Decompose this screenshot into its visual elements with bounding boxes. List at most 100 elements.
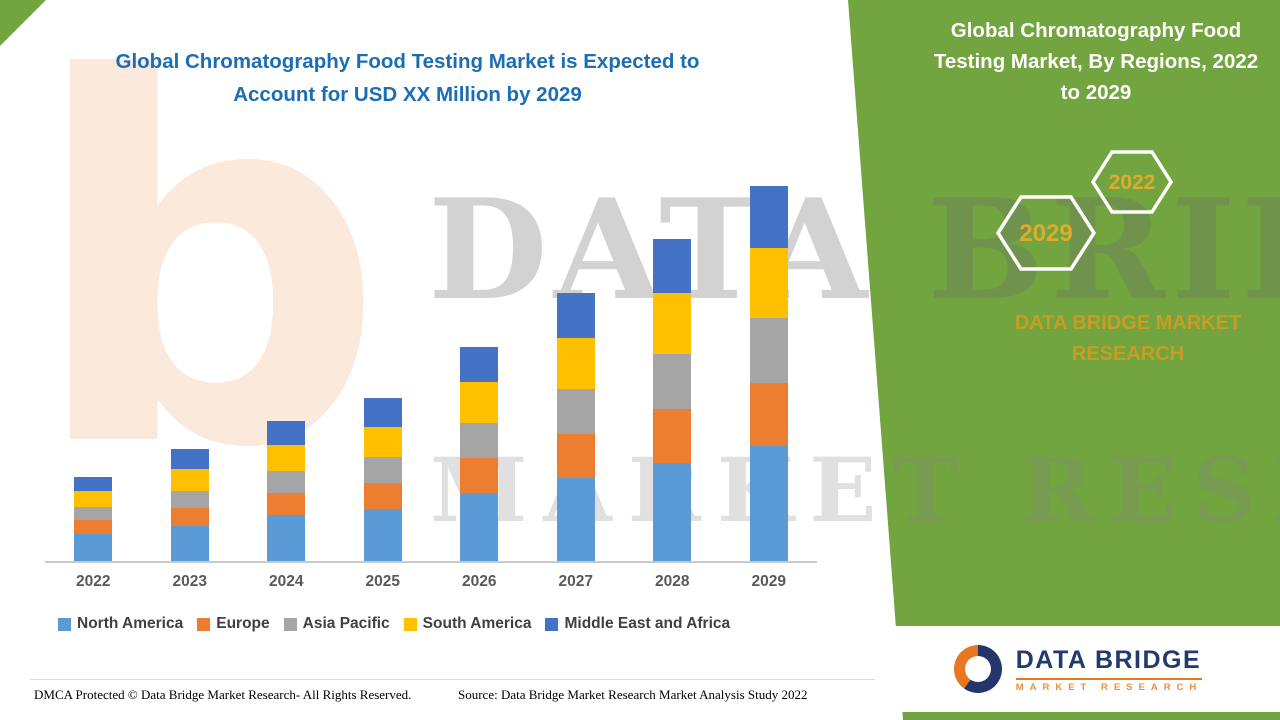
bar-column-2022: [45, 170, 142, 561]
bar-segment-north-america-2025: [363, 509, 402, 561]
side-panel-background: [848, 0, 1280, 720]
bar-segment-middle-east-and-africa-2025: [363, 398, 402, 427]
bar-segment-south-america-2029: [749, 248, 788, 318]
bar-column-2028: [624, 170, 721, 561]
bar-segment-asia-pacific-2024: [267, 471, 306, 493]
x-axis-label-2024: 2024: [269, 573, 304, 590]
side-panel-brand-text: DATA BRIDGE MARKET RESEARCH: [1014, 312, 1242, 365]
chart-title: Global Chromatography Food Testing Marke…: [115, 50, 700, 106]
bar-segment-asia-pacific-2023: [170, 491, 209, 508]
x-axis-label-2022: 2022: [76, 573, 111, 590]
bar-segment-north-america-2029: [749, 446, 788, 561]
footer-source-text: Source: Data Bridge Market Research Mark…: [458, 687, 808, 702]
logo-brand-name: DATA BRIDGE: [1015, 645, 1202, 674]
bar-segment-south-america-2023: [170, 469, 209, 491]
bar-segment-north-america-2024: [267, 515, 306, 561]
bar-segment-asia-pacific-2025: [363, 457, 402, 483]
bar-column-2027: [528, 170, 625, 561]
side-panel-title: Global Chromatography Food Testing Marke…: [933, 19, 1259, 104]
bar-segment-europe-2026: [460, 458, 499, 493]
bar-segment-asia-pacific-2029: [749, 318, 788, 383]
bar-segment-europe-2023: [170, 508, 209, 526]
legend-label-middle-east-and-africa: Middle East and Africa: [564, 615, 731, 632]
bar-column-2029: [721, 170, 818, 561]
x-axis-label-2025: 2025: [365, 573, 400, 590]
databridge-logo-card: DATA BRIDGE MARKET RESEARCH: [876, 626, 1280, 712]
legend-item-south-america: South America: [403, 615, 532, 633]
bar-column-2026: [431, 170, 528, 561]
bar-segment-south-america-2025: [363, 427, 402, 457]
legend-item-europe: Europe: [197, 615, 270, 633]
legend-item-middle-east-and-africa: Middle East and Africa: [545, 615, 730, 633]
bar-segment-asia-pacific-2022: [74, 507, 113, 520]
bar-segment-middle-east-and-africa-2028: [653, 239, 692, 293]
legend-swatch-middle-east-and-africa: [545, 617, 559, 631]
bar-segment-europe-2027: [556, 434, 595, 478]
x-axis-label-2026: 2026: [462, 573, 497, 590]
bar-segment-middle-east-and-africa-2026: [460, 347, 499, 382]
x-axis-labels: 2022 2023 2024 2025 2026 2027 2028 2029: [45, 573, 817, 591]
bar-segment-middle-east-and-africa-2022: [74, 477, 113, 491]
bar-stack-2029: [749, 186, 788, 561]
bar-segment-south-america-2028: [653, 293, 692, 354]
databridge-logo-text: DATA BRIDGE MARKET RESEARCH: [1015, 645, 1203, 693]
legend-label-south-america: South America: [422, 615, 532, 632]
hexagon-2029: 2029: [995, 195, 1097, 271]
legend-swatch-asia-pacific: [283, 617, 297, 631]
bar-segment-europe-2022: [74, 520, 113, 534]
bar-stack-2023: [170, 449, 209, 561]
bar-stack-2025: [363, 398, 402, 561]
databridge-logo-icon: [953, 645, 1002, 693]
bar-stack-2024: [267, 421, 306, 561]
hexagon-2029-label: 2029: [1019, 220, 1072, 247]
bar-segment-middle-east-and-africa-2024: [267, 421, 306, 445]
bar-segment-north-america-2028: [653, 463, 692, 561]
bar-segment-europe-2025: [363, 483, 402, 509]
bar-stack-2022: [74, 477, 113, 561]
bar-segment-north-america-2027: [556, 478, 595, 561]
legend-label-europe: Europe: [216, 615, 270, 632]
hexagon-2022: 2022: [1090, 150, 1174, 214]
legend-swatch-north-america: [58, 617, 71, 631]
chart-legend: North America Europe Asia Pacific South Ame…: [58, 615, 730, 633]
bar-segment-south-america-2024: [267, 445, 306, 471]
bar-segment-south-america-2026: [460, 382, 499, 423]
bar-segment-europe-2024: [267, 493, 306, 515]
bar-segment-south-america-2027: [556, 338, 595, 389]
legend-item-north-america: North America: [58, 615, 183, 633]
bar-segment-asia-pacific-2027: [556, 389, 595, 434]
legend-label-north-america: North America: [77, 615, 184, 632]
bar-chart: [45, 170, 817, 563]
x-axis-label-2029: 2029: [751, 573, 786, 590]
footer-divider: [30, 679, 875, 680]
bar-stack-2026: [460, 347, 499, 561]
legend-label-asia-pacific: Asia Pacific: [302, 615, 390, 632]
legend-swatch-south-america: [403, 617, 417, 631]
legend-swatch-europe: [197, 617, 211, 631]
logo-subtitle: MARKET RESEARCH: [1015, 681, 1203, 693]
x-axis-label-2028: 2028: [655, 573, 690, 590]
bar-segment-middle-east-and-africa-2029: [749, 186, 788, 248]
legend-item-asia-pacific: Asia Pacific: [283, 615, 390, 633]
bar-segment-north-america-2022: [74, 534, 113, 561]
bar-segment-europe-2028: [653, 409, 692, 463]
bar-column-2023: [142, 170, 239, 561]
bar-column-2025: [335, 170, 432, 561]
bar-segment-middle-east-and-africa-2027: [556, 293, 595, 338]
bar-segment-middle-east-and-africa-2023: [170, 449, 209, 469]
corner-accent-triangle: [0, 0, 46, 46]
bar-segment-north-america-2026: [460, 493, 499, 561]
bar-segment-asia-pacific-2028: [653, 354, 692, 409]
bar-stack-2028: [653, 239, 692, 561]
x-axis-label-2023: 2023: [172, 573, 207, 590]
bar-segment-europe-2029: [749, 383, 788, 446]
x-axis-label-2027: 2027: [558, 573, 593, 590]
bar-column-2024: [238, 170, 335, 561]
bar-segment-north-america-2023: [170, 526, 209, 561]
footer-dmca-text: DMCA Protected © Data Bridge Market Rese…: [34, 687, 412, 702]
bar-segment-south-america-2022: [74, 491, 113, 507]
hexagon-2022-label: 2022: [1109, 171, 1156, 194]
bar-stack-2027: [556, 293, 595, 561]
logo-divider: [1015, 677, 1203, 680]
